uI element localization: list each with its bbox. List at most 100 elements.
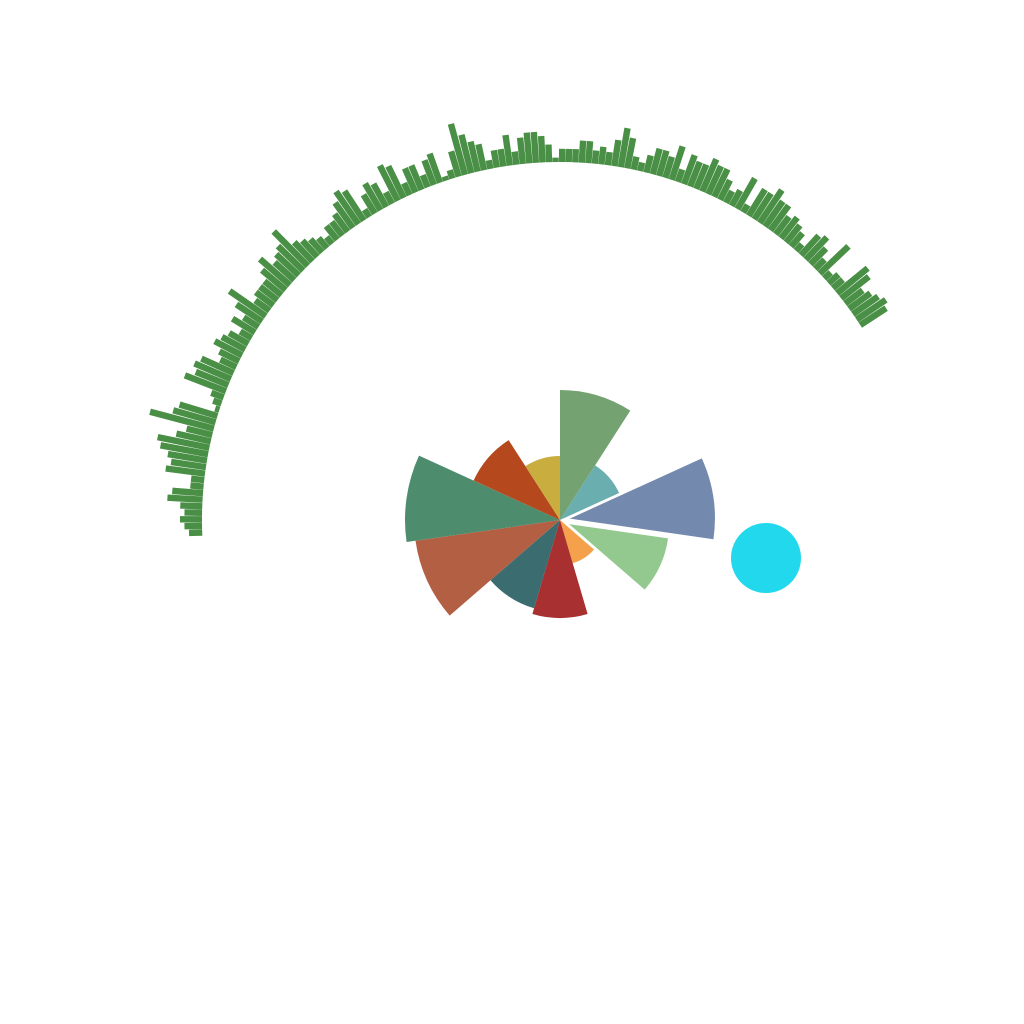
radial-bar [175, 430, 212, 445]
radial-bar [401, 181, 413, 197]
radial-bar [446, 169, 456, 180]
radial-bar [323, 224, 340, 242]
radial-bar [767, 203, 792, 233]
radial-bar [858, 305, 888, 328]
radial-bar [361, 207, 372, 219]
radial-bar [711, 167, 731, 199]
radial-bar [798, 233, 822, 258]
radial-bar [214, 405, 221, 413]
radial-bar [793, 242, 805, 253]
radial-bar [662, 155, 675, 179]
radial-bar [200, 355, 235, 376]
radial-bar [234, 301, 264, 325]
radial-bar [332, 200, 356, 230]
radial-bar [511, 151, 520, 166]
radial-bar [839, 274, 871, 301]
radial-bar [184, 509, 203, 517]
radial-bar [854, 297, 888, 323]
pie-slice [560, 465, 620, 520]
radial-bar [271, 229, 311, 269]
radial-bar [485, 159, 494, 170]
rose-pie-chart [405, 390, 715, 618]
radial-bar [227, 330, 250, 347]
radial-bar [812, 257, 827, 272]
radial-bar [604, 151, 613, 166]
radial-bar [421, 159, 437, 187]
radial-bar [757, 188, 785, 225]
radial-bar [331, 212, 351, 234]
radial-bar [788, 231, 805, 249]
pie-slice [525, 456, 560, 520]
scatter-point [731, 523, 801, 593]
radial-bar [537, 135, 546, 163]
radial-bar [227, 288, 268, 319]
radial-bar [624, 137, 637, 169]
radial-bar [259, 267, 288, 293]
radial-bar [552, 157, 559, 163]
radial-bar [258, 284, 280, 303]
radial-bar [230, 315, 257, 336]
radial-bar [167, 450, 208, 464]
radial-bar [253, 289, 276, 308]
radial-bar [591, 150, 600, 165]
radial-bar [734, 176, 758, 211]
radial-bar [382, 190, 395, 206]
pie-slice [490, 520, 560, 609]
radial-bar [497, 148, 507, 168]
radial-bar [530, 131, 540, 164]
radial-bar [184, 522, 203, 530]
radial-bar [185, 425, 214, 439]
radial-bar [656, 149, 670, 177]
radial-bar [578, 140, 587, 163]
radial-bar [643, 154, 654, 174]
radial-bar [157, 433, 211, 451]
pie-slice [569, 458, 715, 540]
radial-bar [212, 397, 223, 407]
radial-bar [149, 408, 215, 432]
radial-bar [467, 140, 481, 173]
radial-bar [693, 163, 710, 191]
radial-bar [275, 243, 306, 273]
radial-bar [210, 389, 225, 401]
radial-bar [274, 251, 301, 278]
radial-bar [408, 164, 425, 192]
radial-bar [762, 199, 786, 229]
radial-bar [773, 214, 792, 237]
radial-bar [723, 189, 735, 205]
radial-bar [448, 150, 462, 178]
radial-bar [219, 356, 238, 371]
radial-bar [674, 168, 686, 184]
pie-slice [569, 524, 669, 590]
pie-slice [473, 440, 560, 520]
radial-bar [740, 203, 751, 215]
radial-bar [300, 238, 320, 259]
radial-bar [370, 182, 390, 209]
radial-bar [649, 147, 663, 176]
radial-bar [630, 156, 640, 171]
radial-bar [490, 149, 501, 169]
radial-bar [385, 164, 407, 200]
radial-bar [291, 240, 315, 264]
radial-bar [190, 482, 204, 490]
radial-bar [426, 152, 443, 184]
radial-bar [220, 334, 247, 353]
radial-bar [598, 146, 607, 165]
radial-bar [241, 314, 261, 330]
radial-bar [681, 154, 698, 186]
radial-bar [441, 175, 450, 182]
radial-bar [817, 244, 851, 276]
radial-bar [803, 235, 830, 262]
radial-bar [699, 157, 720, 193]
radial-bar [705, 164, 724, 196]
pie-slice [405, 455, 560, 543]
radial-bar [847, 290, 873, 312]
radial-bar [687, 160, 703, 188]
radial-bar [188, 529, 203, 537]
radial-bar [458, 134, 475, 174]
radial-bar [193, 360, 233, 383]
radial-bar [272, 260, 297, 283]
radial-bar [316, 236, 330, 251]
radial-bar [783, 223, 803, 245]
pie-slice [415, 520, 560, 616]
